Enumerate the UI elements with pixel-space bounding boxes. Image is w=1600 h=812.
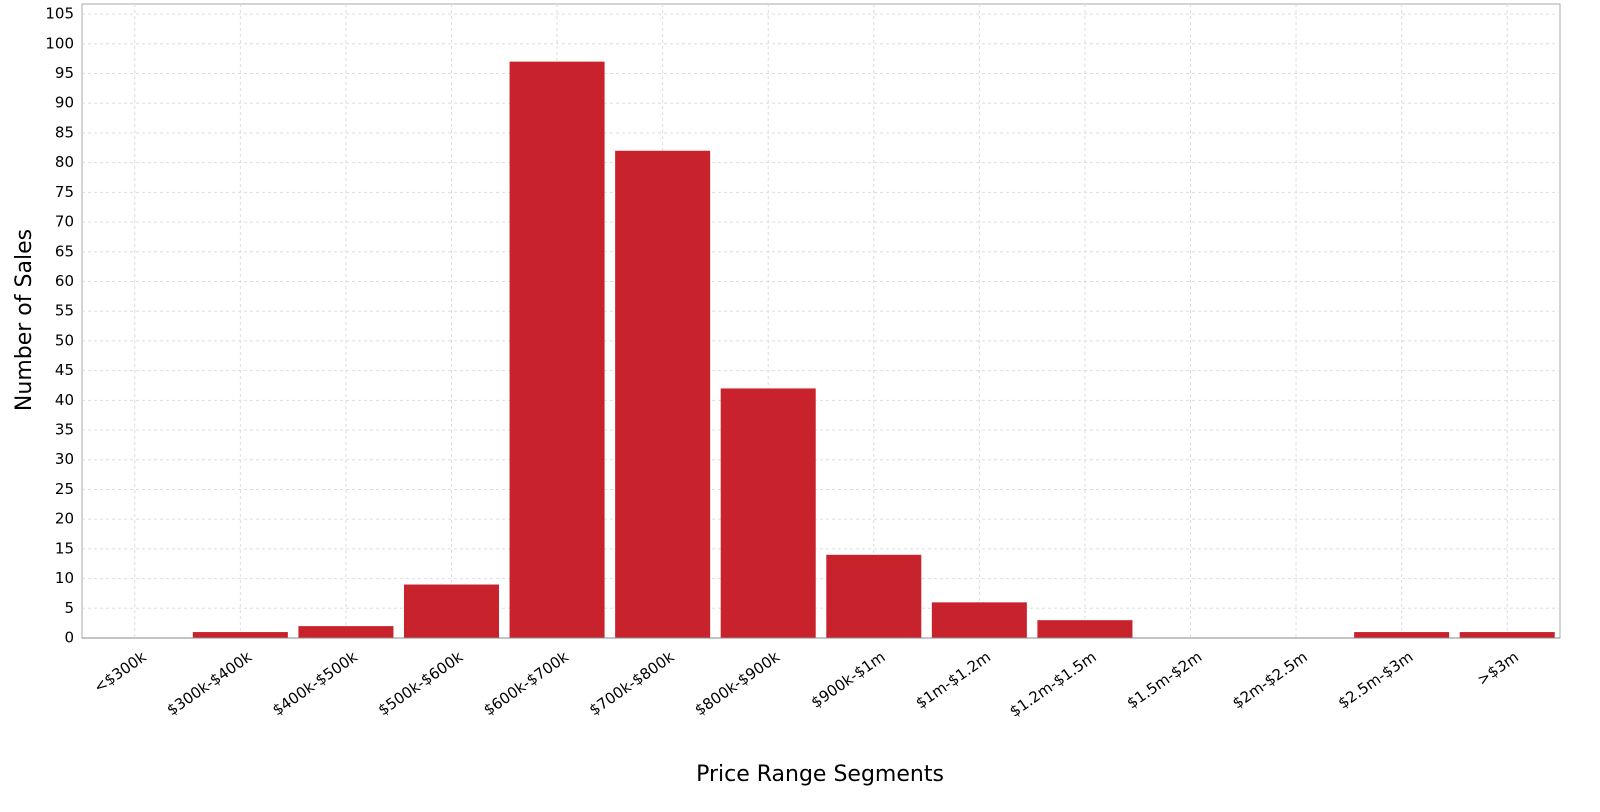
bar [615,150,711,638]
y-tick-label: 30 [55,450,74,468]
bar [298,626,394,638]
x-tick-label: $300k-$400k [164,648,256,720]
y-tick-label: 80 [55,153,74,171]
x-tick-label: $1.2m-$1.5m [1006,648,1099,721]
y-tick-label: 95 [55,64,74,82]
bar [931,602,1027,638]
bar [720,388,816,638]
x-tick-label: $2.5m-$3m [1335,648,1417,713]
x-tick-label: $700k-$800k [586,648,678,720]
y-tick-label: 0 [64,629,74,647]
y-tick-label: 70 [55,213,74,231]
y-tick-label: 90 [55,94,74,112]
y-tick-label: 100 [45,34,74,52]
x-tick-label: >$3m [1474,648,1522,689]
y-tick-label: 40 [55,391,74,409]
bar [192,632,288,638]
y-tick-label: 105 [45,5,74,23]
plot-area [81,3,1561,639]
y-tick-label: 35 [55,421,74,439]
y-tick-label: 75 [55,183,74,201]
y-tick-label: 45 [55,361,74,379]
y-tick-label: 55 [55,302,74,320]
x-tick-label: $600k-$700k [480,648,572,720]
bar [826,554,922,638]
bar [1037,620,1133,638]
y-tick-label: 10 [55,569,74,587]
y-tick-label: 15 [55,539,74,557]
x-tick-label: $400k-$500k [269,648,361,720]
x-tick-label: $800k-$900k [691,648,783,720]
x-tick-label: $500k-$600k [375,648,467,720]
y-tick-label: 50 [55,331,74,349]
y-tick-label: 25 [55,480,74,498]
x-tick-label: $1.5m-$2m [1124,648,1206,713]
x-axis-title: Price Range Segments [696,762,944,787]
x-tick-label: $1m-$1.2m [912,648,994,713]
y-tick-label: 85 [55,123,74,141]
x-tick-label: $2m-$2.5m [1229,648,1311,713]
bar [1459,632,1555,638]
x-tick-label: <$300k [90,648,149,697]
bar [403,584,500,638]
x-tick-label: $900k-$1m [808,648,889,712]
bar [1354,632,1450,638]
y-axis-title: Number of Sales [12,229,37,411]
y-tick-label: 5 [64,599,74,617]
y-tick-label: 65 [55,242,74,260]
y-tick-label: 20 [55,510,74,528]
y-tick-label: 60 [55,272,74,290]
bar [509,61,605,639]
